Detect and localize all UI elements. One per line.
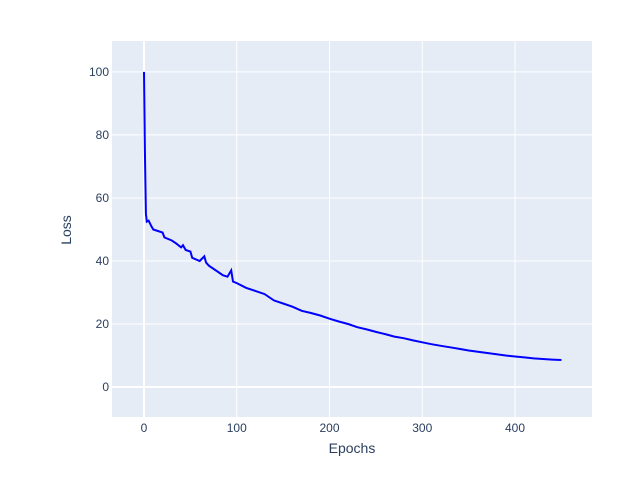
x-tick-label: 0 [141,421,148,435]
gridlines [112,41,592,417]
y-axis-label: Loss [58,215,74,245]
plot-area [112,41,592,417]
x-axis-label: Epochs [329,440,376,456]
x-tick-label: 200 [319,421,339,435]
x-tick-label: 300 [412,421,432,435]
x-tick-label: 400 [505,421,525,435]
loss-line [143,71,562,361]
y-tick-label: 20 [96,317,110,331]
y-tick-label: 60 [96,191,110,205]
y-tick-label: 40 [96,254,110,268]
y-tick-label: 80 [96,128,110,142]
x-tick-label: 100 [227,421,247,435]
y-tick-label: 0 [102,380,109,394]
tick-labels: 0 100 200 300 400 0 20 40 60 80 100 [89,65,525,435]
y-tick-label: 100 [89,65,109,79]
